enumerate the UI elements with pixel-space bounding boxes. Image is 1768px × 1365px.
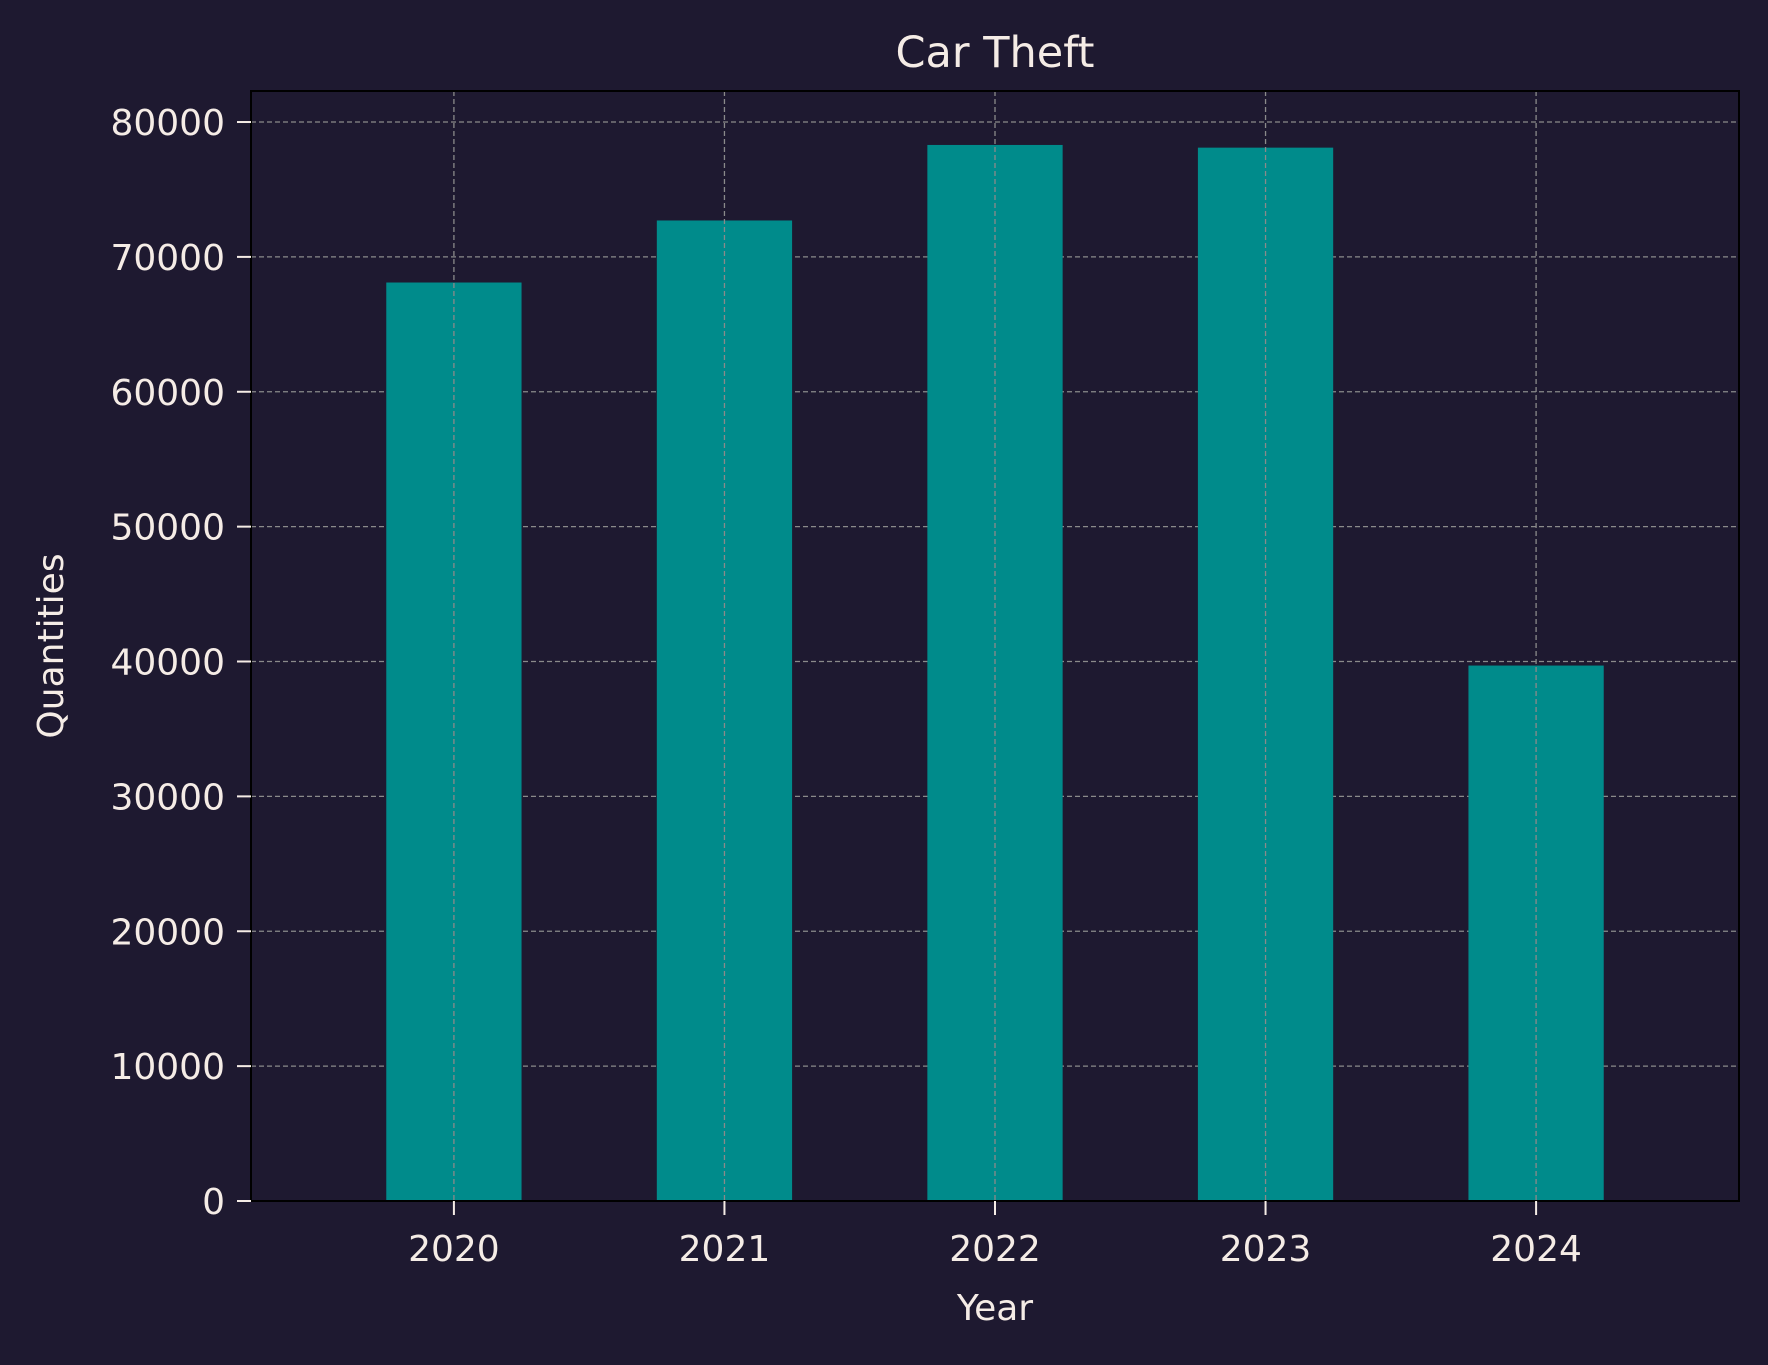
y-tick-label: 0: [202, 1182, 225, 1223]
x-tick-label: 2020: [408, 1229, 500, 1270]
y-tick-label: 40000: [110, 643, 225, 684]
x-tick-label: 2024: [1490, 1229, 1582, 1270]
y-tick-label: 10000: [110, 1047, 225, 1088]
y-tick-label: 70000: [110, 238, 225, 279]
x-tick-label: 2022: [949, 1229, 1041, 1270]
y-tick-label: 30000: [110, 777, 225, 818]
x-tick-label: 2021: [679, 1229, 771, 1270]
chart-title: Car Theft: [896, 28, 1095, 78]
y-tick-label: 50000: [110, 508, 225, 549]
y-axis-ticks: 0 10000 20000 30000 40000 50000 60000 70000 8000…: [110, 103, 251, 1223]
x-tick-label: 2023: [1220, 1229, 1312, 1270]
y-tick-label: 20000: [110, 912, 225, 953]
bar-2023: [1197, 147, 1334, 1202]
y-tick-label: 80000: [110, 103, 225, 144]
x-axis-ticks: 2020 2021 2022 2023 2024: [408, 1201, 1582, 1270]
bar-2022: [927, 144, 1063, 1201]
y-axis-title: Quantities: [31, 553, 72, 738]
x-axis-title: Year: [956, 1288, 1033, 1329]
y-tick-label: 60000: [110, 373, 225, 414]
vertical-grid-lines: [453, 91, 1537, 1201]
